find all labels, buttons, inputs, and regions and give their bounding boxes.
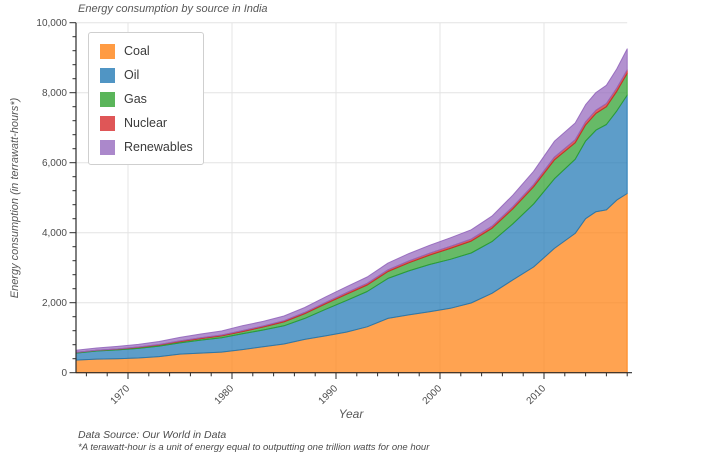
y-tick-label: 2,000 bbox=[42, 298, 67, 309]
legend-swatch-gas bbox=[100, 91, 115, 107]
x-tick-label: 2010 bbox=[525, 383, 549, 407]
legend-label: Gas bbox=[124, 91, 147, 106]
legend-label: Coal bbox=[124, 43, 150, 58]
legend: Coal Oil Gas Nuclear Renewables bbox=[88, 32, 204, 165]
legend-item-gas: Gas bbox=[100, 87, 203, 111]
area-renewables bbox=[75, 48, 628, 353]
legend-item-nuclear: Nuclear bbox=[100, 111, 203, 135]
x-axis-label: Year bbox=[338, 407, 364, 421]
x-tick-label: 1970 bbox=[109, 383, 133, 407]
data-source-note: Data Source: Our World in Data bbox=[78, 429, 227, 441]
legend-label: Renewables bbox=[124, 139, 193, 154]
y-tick-label: 8,000 bbox=[42, 88, 67, 99]
legend-label: Oil bbox=[124, 67, 140, 82]
legend-item-renewables: Renewables bbox=[100, 135, 203, 159]
legend-swatch-coal bbox=[100, 43, 115, 59]
legend-swatch-nuclear bbox=[100, 115, 115, 131]
x-tick-label: 1980 bbox=[213, 383, 237, 407]
y-tick-label: 4,000 bbox=[42, 228, 67, 239]
legend-swatch-renewables bbox=[100, 139, 115, 155]
x-tick-label: 1990 bbox=[317, 383, 341, 407]
x-tick-label: 2000 bbox=[421, 383, 445, 407]
legend-item-oil: Oil bbox=[100, 63, 203, 87]
y-tick-label: 10,000 bbox=[36, 18, 67, 29]
y-axis-label: Energy consumption (in terrawatt-hours*) bbox=[9, 97, 21, 299]
legend-label: Nuclear bbox=[124, 115, 168, 130]
legend-item-coal: Coal bbox=[100, 39, 203, 63]
chart-title: Energy consumption by source in India bbox=[78, 3, 268, 15]
y-tick-label: 0 bbox=[61, 368, 67, 379]
legend-swatch-oil bbox=[100, 67, 115, 83]
terawatt-footnote: *A terawatt-hour is a unit of energy equ… bbox=[78, 442, 430, 453]
y-tick-label: 6,000 bbox=[42, 158, 67, 169]
